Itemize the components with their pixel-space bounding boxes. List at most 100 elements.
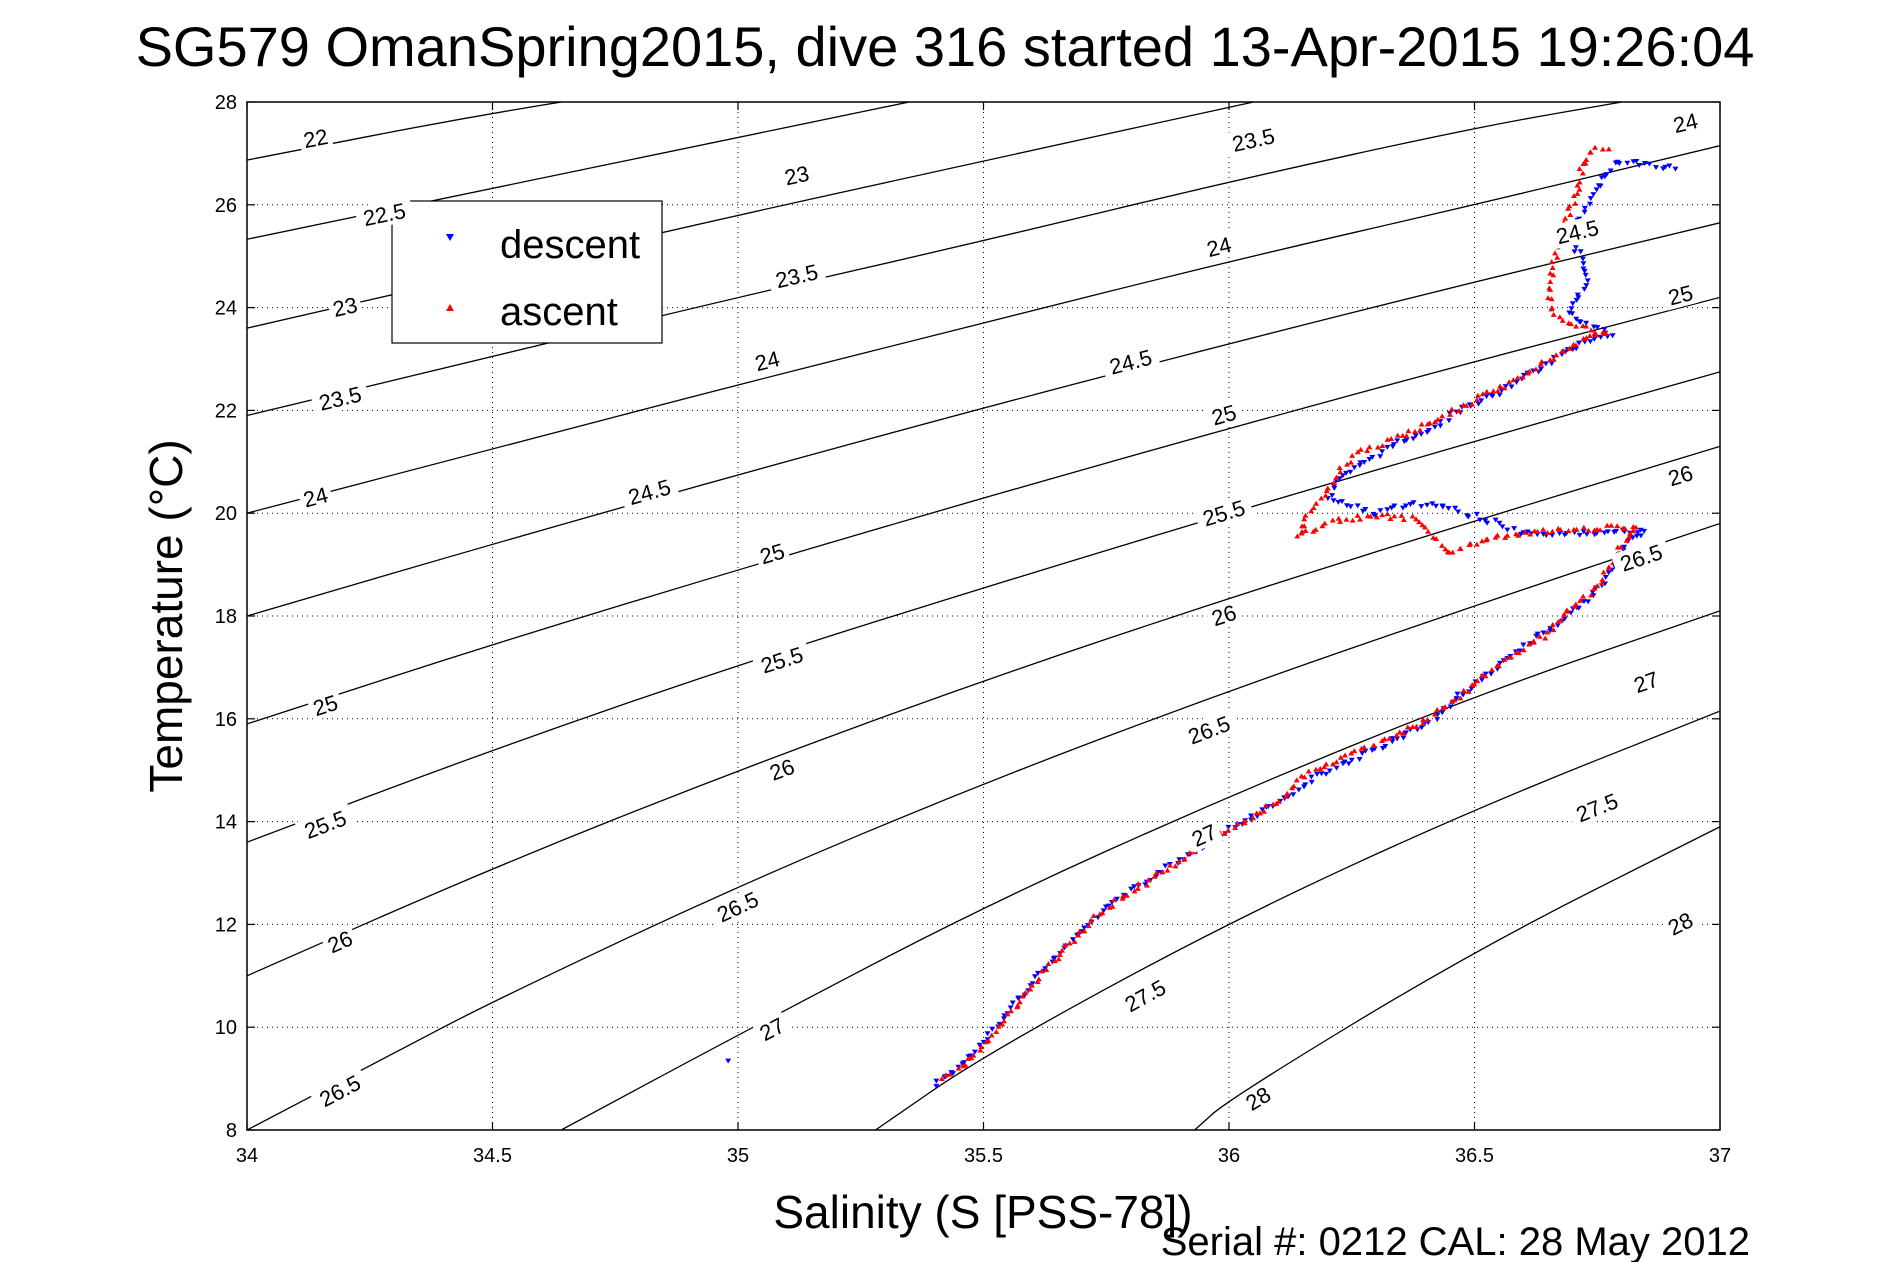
descent-point: [1573, 346, 1580, 352]
descent-point: [1576, 319, 1583, 325]
ascent-point: [1062, 942, 1069, 948]
descent-point: [1568, 306, 1575, 312]
descent-point: [1601, 530, 1608, 536]
contour-label: 25: [1205, 398, 1243, 431]
contour-label: 25.5: [1193, 493, 1255, 533]
contour-label-bg: [1223, 121, 1284, 158]
ascent-point: [1250, 815, 1257, 821]
ascent-point: [1337, 754, 1344, 760]
ascent-point: [1257, 810, 1264, 816]
ascent-point: [1482, 673, 1489, 679]
descent-point: [1496, 660, 1503, 666]
contour-label-bg: [326, 291, 364, 322]
descent-point: [1439, 710, 1446, 716]
isopycnal-line: [247, 102, 913, 240]
descent-point: [1478, 398, 1485, 404]
ascent-point: [962, 1062, 969, 1068]
ascent-point: [1145, 877, 1152, 883]
descent-point: [971, 1049, 978, 1055]
ascent-point: [1400, 517, 1407, 523]
contour-label-bg: [748, 345, 786, 377]
ascent-point: [1466, 542, 1473, 548]
descent-point: [1624, 160, 1631, 166]
ascent-point: [1591, 527, 1598, 533]
descent-point: [1329, 493, 1336, 499]
contour-label-bg: [1184, 817, 1224, 853]
ascent-point: [1514, 375, 1521, 381]
descent-point: [933, 1078, 940, 1084]
descent-point: [1556, 531, 1563, 537]
contour-label: 28: [1660, 905, 1700, 942]
ascent-point: [1603, 330, 1610, 336]
contour-label: 24.5: [1100, 342, 1161, 381]
contour-label: 25: [753, 537, 791, 570]
descent-point: [1434, 717, 1441, 723]
ascent-point: [1384, 511, 1391, 517]
isopycnal-line: [560, 610, 1720, 1130]
ascent-point: [1560, 348, 1567, 354]
descent-point: [1636, 162, 1643, 168]
ascent-point: [1537, 361, 1544, 367]
ascent-point: [1599, 576, 1606, 582]
contour-label-text: 23: [782, 161, 811, 191]
ascent-point: [1630, 528, 1637, 534]
ascent-point: [1051, 958, 1058, 964]
ascent-point: [1035, 976, 1042, 982]
descent-point: [1302, 782, 1309, 788]
ascent-point: [1473, 541, 1480, 547]
contour-label-bg: [1178, 708, 1240, 751]
ascent-point: [1572, 601, 1579, 607]
ascent-point: [1465, 688, 1472, 694]
ascent-point: [1066, 940, 1073, 946]
descent-point: [1330, 498, 1337, 504]
descent-point: [1672, 166, 1679, 172]
y-tick-label: 24: [215, 298, 237, 320]
ascent-point: [1426, 420, 1433, 426]
contour-label: 26.5: [707, 883, 769, 930]
descent-point: [1128, 886, 1135, 892]
descent-point: [1581, 286, 1588, 292]
descent-point: [1403, 730, 1410, 736]
contour-label-text: 24: [301, 482, 331, 512]
isopycnal-line: [247, 145, 1720, 514]
ascent-point: [1323, 488, 1330, 494]
descent-point: [1412, 433, 1419, 439]
ascent-point: [1379, 443, 1386, 449]
descent-point: [989, 1026, 996, 1032]
ascent-point: [1354, 449, 1361, 455]
descent-point: [1547, 626, 1554, 632]
ascent-point: [1483, 537, 1490, 543]
ascent-point: [1186, 850, 1193, 856]
ascent-point: [1110, 897, 1117, 903]
y-tick-label: 10: [215, 1017, 237, 1039]
ascent-point: [1552, 250, 1559, 256]
ascent-point: [1448, 406, 1455, 412]
contour-label: 24: [1200, 230, 1238, 262]
ascent-point: [1574, 190, 1581, 196]
descent-point: [1394, 736, 1401, 742]
ascent-point: [1290, 783, 1297, 789]
ascent-point: [1553, 352, 1560, 358]
ascent-point: [955, 1065, 962, 1071]
descent-point: [1034, 970, 1041, 976]
legend-ascent-label: ascent: [500, 290, 618, 334]
ascent-point: [1594, 583, 1601, 589]
ascent-point: [993, 1028, 1000, 1034]
descent-point: [1453, 696, 1460, 702]
ascent-point: [1527, 531, 1534, 537]
ascent-point: [1298, 530, 1305, 536]
contour-label-text: 25: [1666, 280, 1696, 310]
descent-point: [1575, 605, 1582, 611]
ascent-point: [1090, 913, 1097, 919]
ascent-point: [1549, 528, 1556, 534]
descent-point: [1542, 361, 1549, 367]
descent-point: [1345, 761, 1352, 767]
descent-point: [1113, 896, 1120, 902]
ascent-point: [1262, 802, 1269, 808]
contour-label: 26.5: [309, 1066, 371, 1115]
descent-point: [1473, 511, 1480, 517]
descent-point: [1369, 454, 1376, 460]
x-tick-label: 34.5: [473, 1145, 512, 1167]
ascent-point: [1579, 170, 1586, 176]
descent-point: [1548, 361, 1555, 367]
